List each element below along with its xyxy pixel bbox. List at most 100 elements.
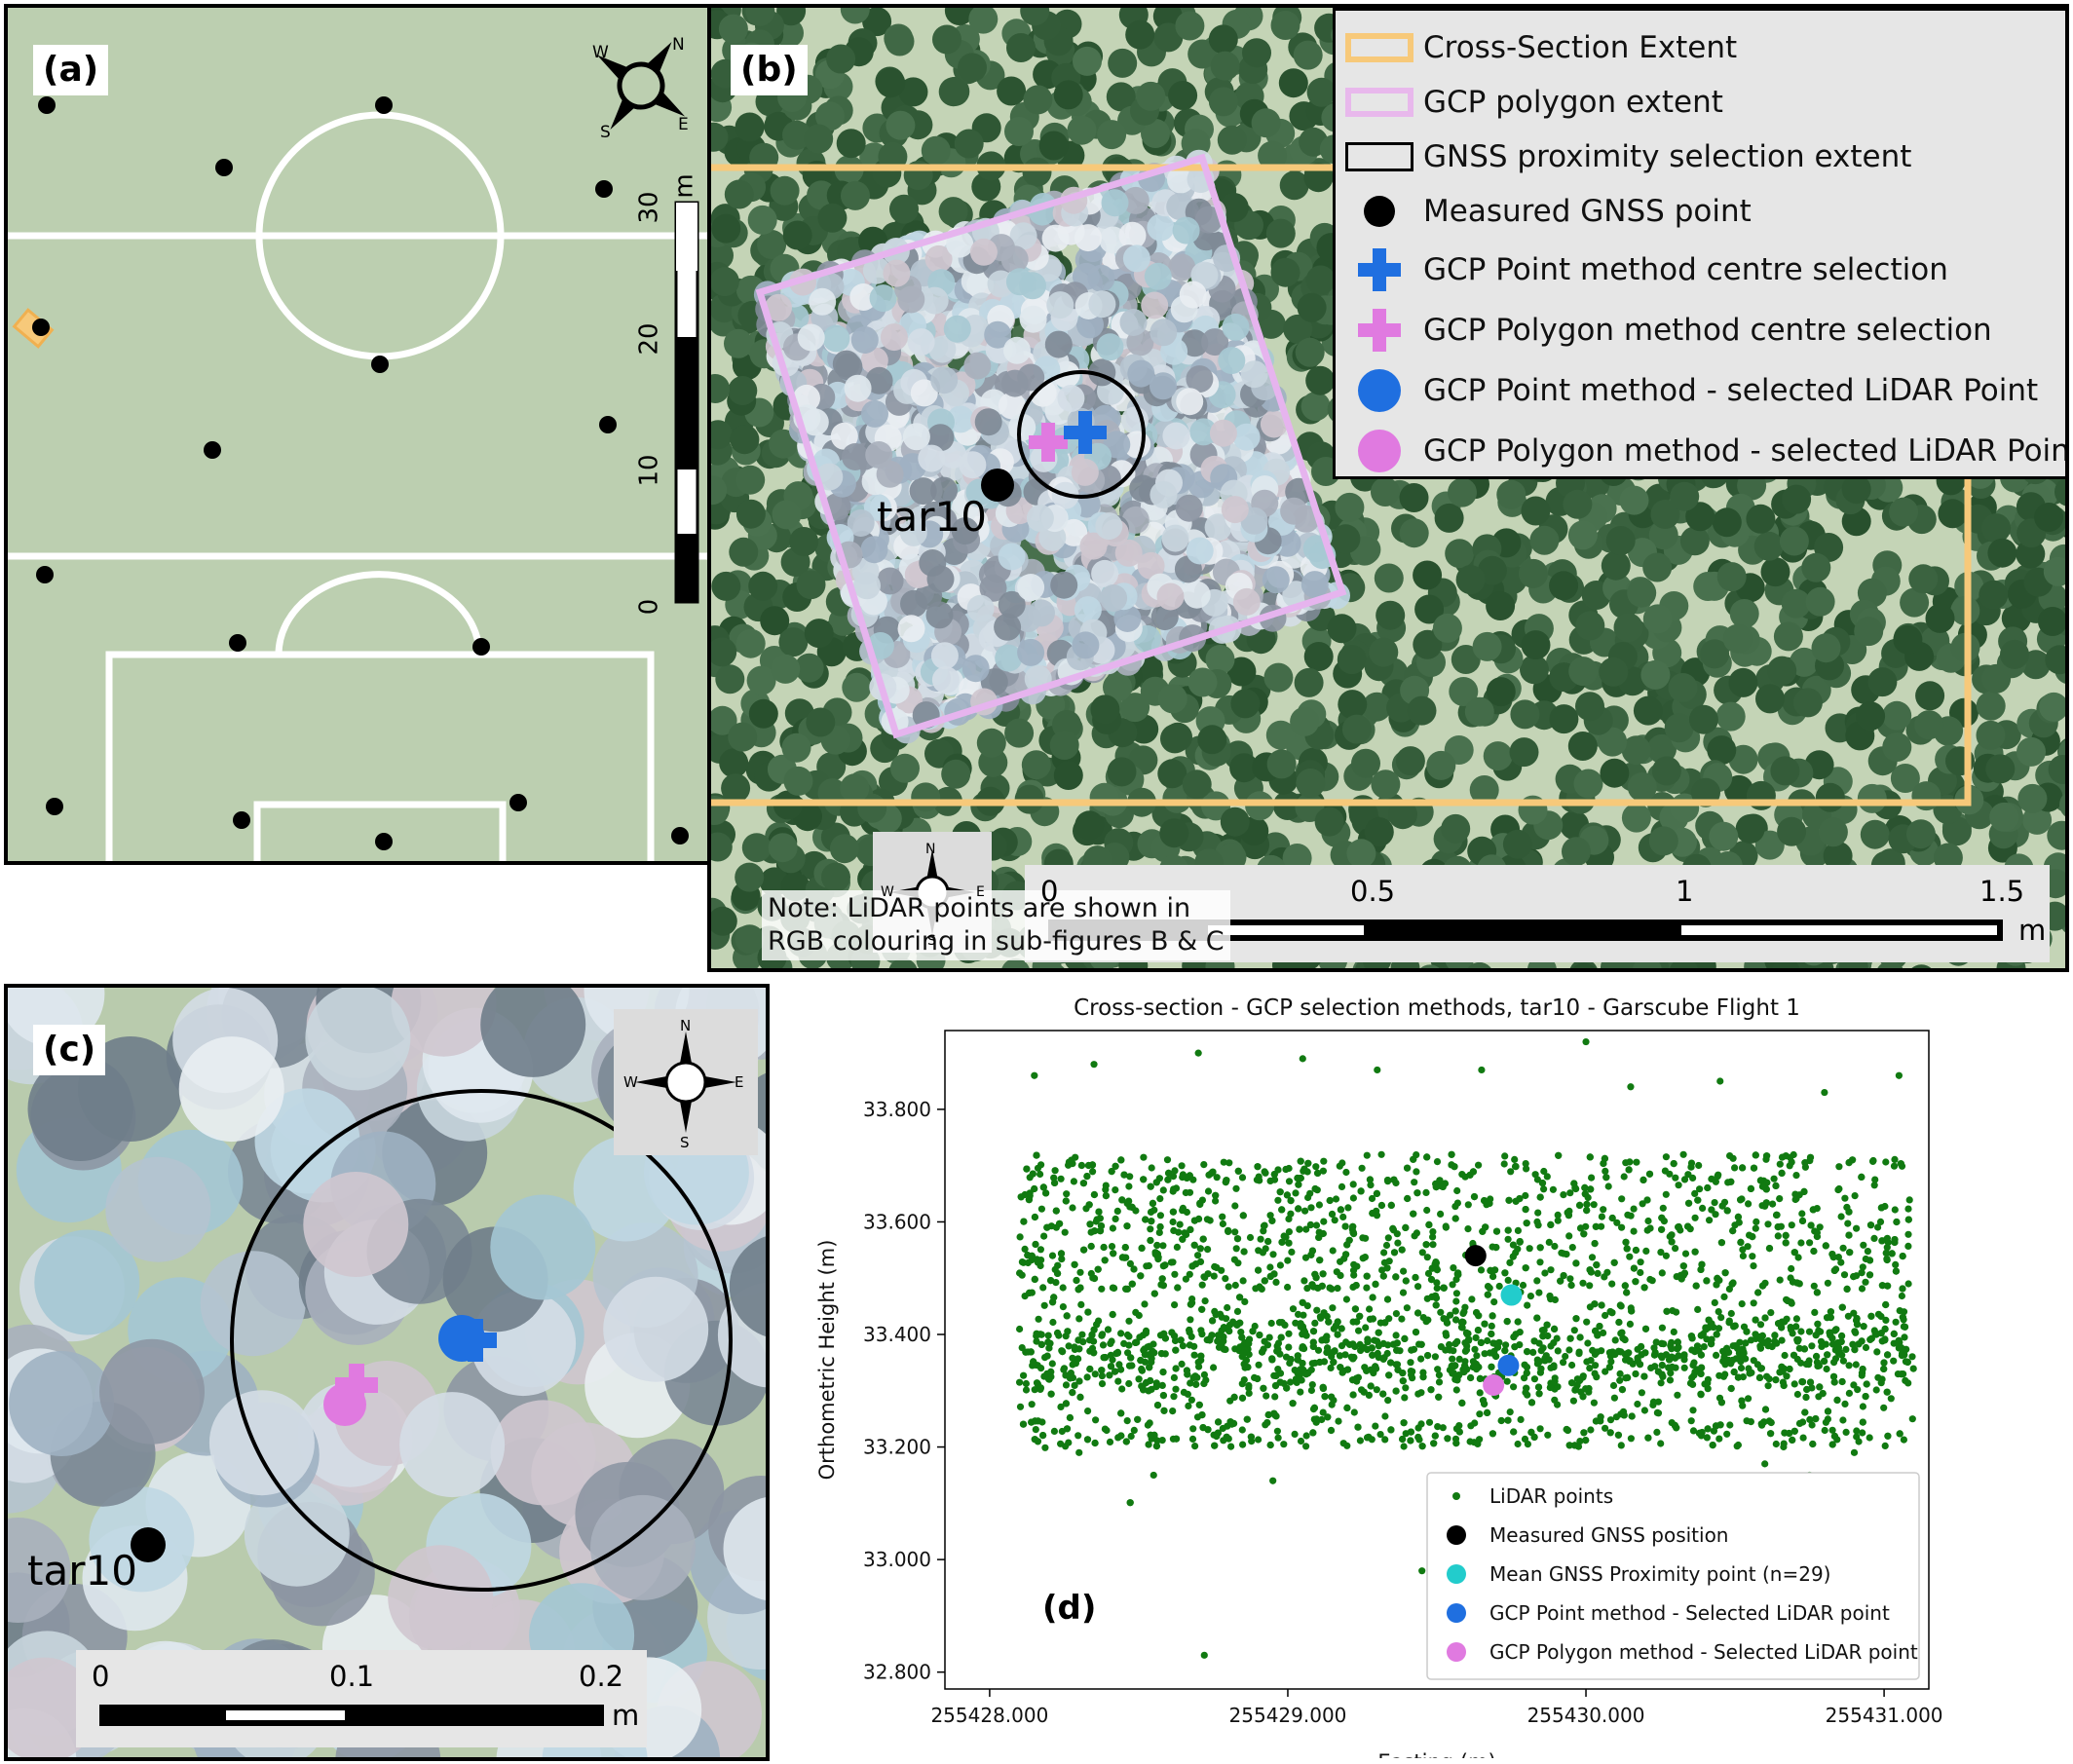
panel-d-label: (d) bbox=[1042, 1589, 1096, 1628]
lidar-point bbox=[1680, 1269, 1688, 1277]
lidar-point bbox=[1389, 1224, 1397, 1232]
lidar-point bbox=[1591, 1240, 1599, 1248]
lidar-point bbox=[1851, 1192, 1859, 1200]
lidar-point bbox=[1812, 1332, 1820, 1339]
lidar-point bbox=[1332, 1195, 1340, 1203]
lidar-point bbox=[1196, 1199, 1204, 1207]
lidar-point bbox=[1695, 1347, 1703, 1355]
lidar-point bbox=[1218, 1266, 1225, 1274]
lidar-point bbox=[1590, 1201, 1598, 1209]
lidar-point bbox=[1303, 1285, 1311, 1293]
lidar-point bbox=[1514, 1440, 1522, 1448]
lidar-point bbox=[1292, 1319, 1300, 1327]
lidar-point bbox=[1418, 1567, 1426, 1575]
lidar-point bbox=[1810, 1282, 1818, 1290]
lidar-point bbox=[1158, 1275, 1166, 1283]
lidar-point bbox=[1190, 1351, 1198, 1359]
lidar-point bbox=[1088, 1331, 1096, 1338]
lidar-point bbox=[1647, 1364, 1655, 1371]
lidar-point bbox=[1159, 1392, 1167, 1400]
lidar-point bbox=[1343, 1366, 1352, 1373]
lidar-point bbox=[1535, 1390, 1543, 1398]
lidar-point bbox=[1401, 1394, 1409, 1402]
lidar-point bbox=[1177, 1336, 1185, 1344]
lidar-point bbox=[1522, 1264, 1529, 1272]
lidar-point bbox=[1213, 1174, 1221, 1182]
lidar-point bbox=[1263, 1419, 1271, 1427]
lidar-point bbox=[1900, 1347, 1907, 1355]
compass-b-e: E bbox=[976, 884, 985, 900]
lidar-point bbox=[1567, 1281, 1575, 1290]
scale-tick-a-20: 20 bbox=[634, 322, 664, 356]
lidar-point bbox=[1058, 1256, 1066, 1263]
lidar-point bbox=[1016, 1233, 1024, 1241]
lidar-point bbox=[1268, 1217, 1276, 1224]
lidar-point bbox=[1238, 1394, 1247, 1402]
lidar-point bbox=[1400, 1419, 1408, 1427]
lidar-point bbox=[1516, 1329, 1524, 1336]
lidar-point bbox=[1646, 1275, 1654, 1284]
lidar-point bbox=[1592, 1222, 1600, 1230]
compass-a-s: S bbox=[600, 123, 611, 142]
lidar-point bbox=[1368, 1344, 1376, 1352]
lidar-point bbox=[1115, 1361, 1123, 1369]
lidar-point bbox=[1790, 1427, 1798, 1435]
lidar-point bbox=[1283, 1191, 1291, 1199]
lidar-point bbox=[1066, 1413, 1074, 1422]
lidar-point bbox=[1870, 1182, 1878, 1189]
lidar-point bbox=[1473, 1352, 1481, 1360]
lidar-point bbox=[1433, 1284, 1441, 1293]
lidar-point bbox=[1586, 1282, 1594, 1290]
lidar-point bbox=[1503, 1377, 1511, 1385]
lidar-point bbox=[1697, 1332, 1705, 1339]
lidar-point bbox=[1713, 1331, 1720, 1338]
lidar-point bbox=[1677, 1275, 1685, 1283]
lidar-point bbox=[1278, 1206, 1286, 1214]
lidar-point bbox=[1074, 1432, 1082, 1440]
lidar-point bbox=[1242, 1357, 1250, 1365]
lidar-point bbox=[1083, 1173, 1091, 1181]
lidar-point bbox=[1156, 1222, 1164, 1231]
lidar-point bbox=[1057, 1403, 1065, 1410]
lidar-point bbox=[1381, 1436, 1389, 1444]
scale-tick-b-1: 1 bbox=[1676, 875, 1694, 908]
lidar-point bbox=[1232, 1184, 1240, 1192]
lidar-point bbox=[1800, 1345, 1808, 1353]
lidar-point bbox=[1853, 1321, 1862, 1329]
lidar-point bbox=[1107, 1339, 1114, 1347]
lidar-point bbox=[1460, 1368, 1468, 1376]
lidar-point bbox=[1883, 1255, 1891, 1263]
lidar-point bbox=[1612, 1413, 1620, 1421]
lidar-point bbox=[1864, 1248, 1871, 1256]
lidar-point bbox=[1374, 1349, 1381, 1358]
lidar-point bbox=[1261, 1337, 1268, 1345]
lidar-point bbox=[1659, 1204, 1667, 1212]
lidar-point bbox=[1829, 1372, 1838, 1380]
lidar-point bbox=[1342, 1251, 1350, 1258]
lidar-point bbox=[1088, 1161, 1097, 1169]
lidar-point bbox=[1908, 1415, 1916, 1423]
lidar-point bbox=[1215, 1332, 1223, 1339]
lidar-point bbox=[1036, 1170, 1044, 1179]
lidar-point bbox=[1069, 1373, 1077, 1382]
lidar-point bbox=[1908, 1353, 1916, 1361]
lidar-point bbox=[1122, 1438, 1130, 1445]
lidar-point bbox=[1458, 1399, 1466, 1407]
lidar-point bbox=[1302, 1443, 1310, 1450]
lidar-point bbox=[1339, 1213, 1347, 1220]
lidar-point bbox=[1178, 1162, 1186, 1170]
lidar-point bbox=[1173, 1243, 1181, 1251]
lidar-point bbox=[1560, 1191, 1567, 1199]
lidar-point bbox=[1255, 1436, 1263, 1444]
lidar-point bbox=[1189, 1425, 1197, 1433]
lidar-point bbox=[1112, 1215, 1119, 1222]
lidar-point bbox=[1375, 1329, 1382, 1336]
lidar-point bbox=[1341, 1222, 1349, 1230]
lidar-point bbox=[1276, 1319, 1284, 1327]
lidar-point bbox=[1704, 1183, 1712, 1192]
lidar-point bbox=[1565, 1442, 1573, 1449]
lidar-point bbox=[1381, 1412, 1389, 1420]
lidar-point bbox=[1178, 1360, 1186, 1368]
lidar-point bbox=[1760, 1418, 1768, 1426]
lidar-point bbox=[1800, 1187, 1808, 1195]
